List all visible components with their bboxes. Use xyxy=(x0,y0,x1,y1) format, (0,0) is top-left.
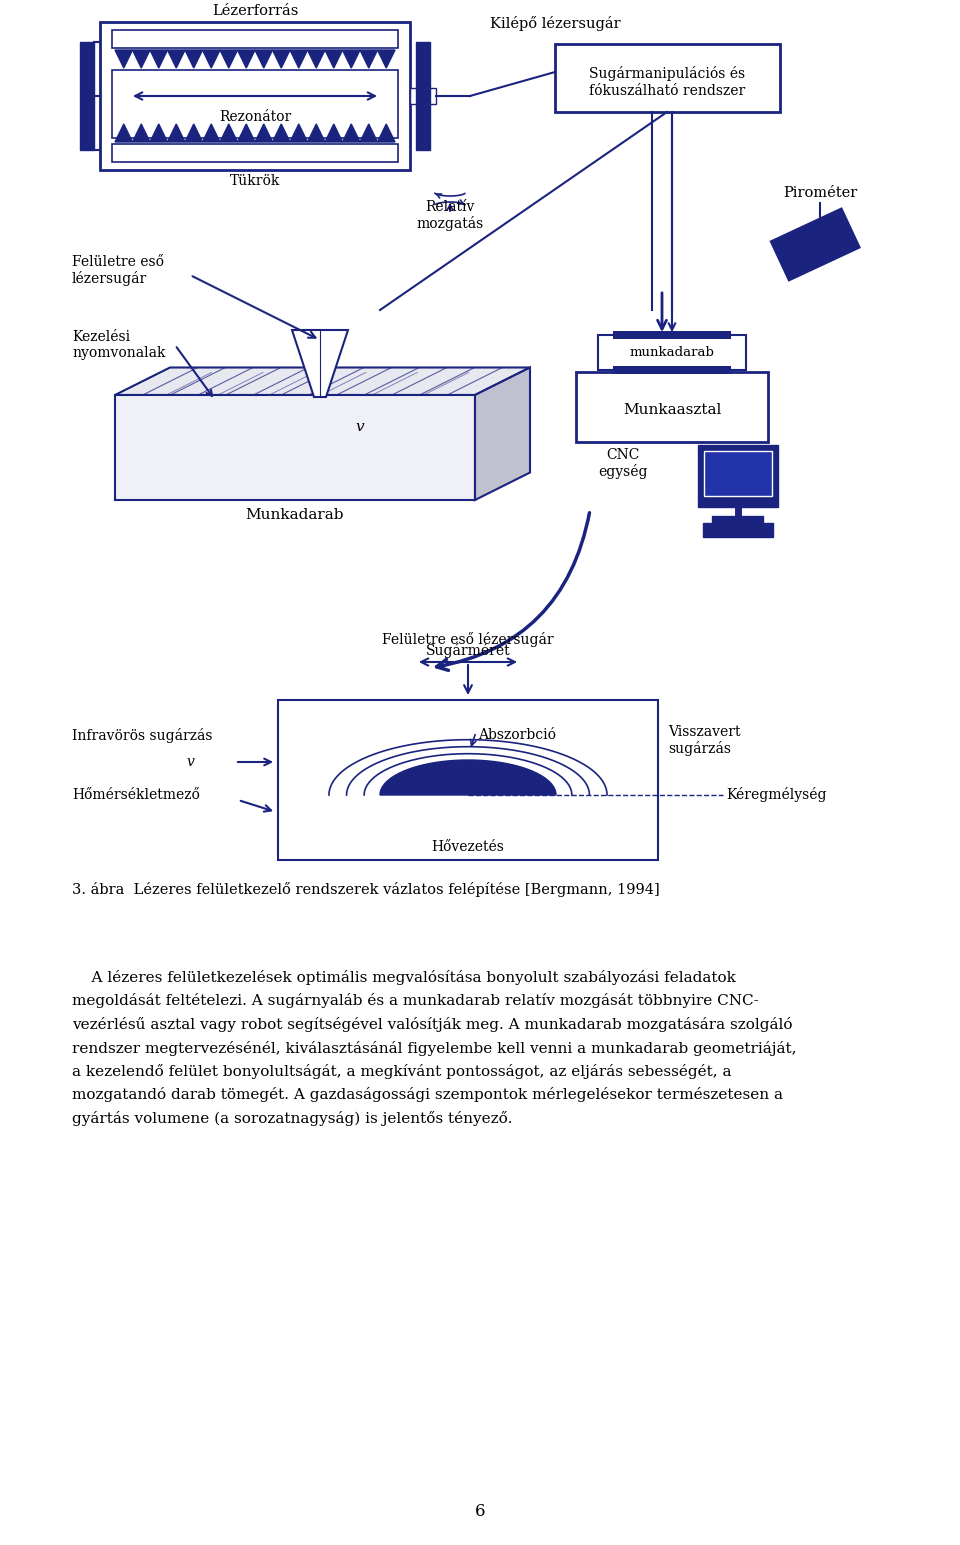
Polygon shape xyxy=(360,124,377,142)
Polygon shape xyxy=(150,124,167,142)
Bar xyxy=(576,372,768,442)
Polygon shape xyxy=(325,49,343,68)
Text: Infravörös sugárzás: Infravörös sugárzás xyxy=(72,728,212,743)
Polygon shape xyxy=(377,49,395,68)
Polygon shape xyxy=(220,124,237,142)
Polygon shape xyxy=(307,124,325,142)
Polygon shape xyxy=(273,49,290,68)
Polygon shape xyxy=(377,124,395,142)
Text: Hőmérsékletmező: Hőmérsékletmező xyxy=(72,788,200,802)
Text: megoldását feltételezi. A sugárnyaláb és a munkadarab relatív mozgását többnyire: megoldását feltételezi. A sugárnyaláb és… xyxy=(72,993,758,1009)
Text: A lézeres felületkezelések optimális megvalósítása bonyolult szabályozási felada: A lézeres felületkezelések optimális meg… xyxy=(72,970,736,986)
Polygon shape xyxy=(203,124,220,142)
Bar xyxy=(410,88,416,104)
Bar xyxy=(416,42,430,150)
Polygon shape xyxy=(237,124,255,142)
Polygon shape xyxy=(255,124,273,142)
Text: Kezelési
nyomvonalak: Kezelési nyomvonalak xyxy=(72,331,165,360)
Bar xyxy=(100,22,410,170)
Polygon shape xyxy=(167,49,185,68)
Text: Lézerforrás: Lézerforrás xyxy=(212,5,299,19)
Bar xyxy=(112,29,398,48)
Polygon shape xyxy=(115,368,530,396)
Bar xyxy=(613,366,731,374)
Polygon shape xyxy=(292,331,348,397)
Polygon shape xyxy=(115,124,132,142)
Bar xyxy=(613,331,731,338)
Polygon shape xyxy=(360,49,377,68)
Text: Kilépő lézersugár: Kilépő lézersugár xyxy=(490,15,620,31)
Polygon shape xyxy=(307,49,325,68)
Text: 6: 6 xyxy=(475,1503,485,1520)
Text: Abszorbció: Abszorbció xyxy=(478,728,556,742)
Text: mozgatandó darab tömegét. A gazdaságossági szempontok mérlegelésekor természetes: mozgatandó darab tömegét. A gazdaságossá… xyxy=(72,1088,783,1103)
Text: vezérlésű asztal vagy robot segítségével valósítják meg. A munkadarab mozgatásár: vezérlésű asztal vagy robot segítségével… xyxy=(72,1017,793,1032)
Polygon shape xyxy=(343,124,360,142)
Text: Hővezetés: Hővezetés xyxy=(432,840,504,854)
Bar xyxy=(704,451,772,496)
Polygon shape xyxy=(380,760,556,796)
Text: 3. ábra  Lézeres felületkezelő rendszerek vázlatos felépítése [Bergmann, 1994]: 3. ábra Lézeres felületkezelő rendszerek… xyxy=(72,882,660,898)
Text: Pirométer: Pirométer xyxy=(782,185,857,199)
Polygon shape xyxy=(220,49,237,68)
Text: Sugárméret: Sugárméret xyxy=(425,643,511,658)
Bar xyxy=(112,70,398,138)
Bar xyxy=(598,335,746,369)
Polygon shape xyxy=(343,49,360,68)
Text: Felületre eső
lézersugár: Felületre eső lézersugár xyxy=(72,255,164,286)
Text: rendszer megtervezésénél, kiválasztásánál figyelembe kell venni a munkadarab geo: rendszer megtervezésénél, kiválasztásáná… xyxy=(72,1040,797,1055)
Polygon shape xyxy=(132,49,150,68)
Bar xyxy=(80,42,94,150)
Text: Kéregmélység: Kéregmélység xyxy=(726,788,827,802)
Text: Munkadarab: Munkadarab xyxy=(246,508,345,522)
Polygon shape xyxy=(325,124,343,142)
Bar xyxy=(430,88,436,104)
Text: fókuszálható rendszer: fókuszálható rendszer xyxy=(588,83,745,97)
Bar xyxy=(698,445,778,507)
Text: v: v xyxy=(186,756,194,769)
Text: Rezonátor: Rezonátor xyxy=(219,110,291,124)
Polygon shape xyxy=(255,49,273,68)
Text: Munkaasztal: Munkaasztal xyxy=(623,403,721,417)
Polygon shape xyxy=(203,49,220,68)
Polygon shape xyxy=(290,124,307,142)
Polygon shape xyxy=(185,124,203,142)
Text: Relatív
mozgatás: Relatív mozgatás xyxy=(417,199,484,232)
Polygon shape xyxy=(273,124,290,142)
Text: CNC
egység: CNC egység xyxy=(598,448,648,479)
Polygon shape xyxy=(185,49,203,68)
Bar xyxy=(112,144,398,162)
Text: v: v xyxy=(355,420,364,434)
Bar xyxy=(115,396,475,501)
Polygon shape xyxy=(150,49,167,68)
Polygon shape xyxy=(167,124,185,142)
Polygon shape xyxy=(115,49,132,68)
Bar xyxy=(555,43,780,111)
Polygon shape xyxy=(132,124,150,142)
Text: a kezelendő felület bonyolultságát, a megkívánt pontosságot, az eljárás sebesség: a kezelendő felület bonyolultságát, a me… xyxy=(72,1065,732,1078)
Text: gyártás volumene (a sorozatnagyság) is jelentős tényező.: gyártás volumene (a sorozatnagyság) is j… xyxy=(72,1111,513,1126)
Text: Felületre eső lézersugár: Felületre eső lézersugár xyxy=(382,632,554,647)
Polygon shape xyxy=(475,368,530,501)
Bar xyxy=(703,524,773,538)
Bar xyxy=(770,207,861,281)
Text: Visszavert
sugárzás: Visszavert sugárzás xyxy=(668,725,740,757)
Polygon shape xyxy=(237,49,255,68)
Text: Tükrök: Tükrök xyxy=(229,175,280,188)
Bar xyxy=(278,700,658,861)
Text: munkadarab: munkadarab xyxy=(630,346,714,358)
Text: Sugármanipulációs és: Sugármanipulációs és xyxy=(588,66,745,80)
Polygon shape xyxy=(290,49,307,68)
